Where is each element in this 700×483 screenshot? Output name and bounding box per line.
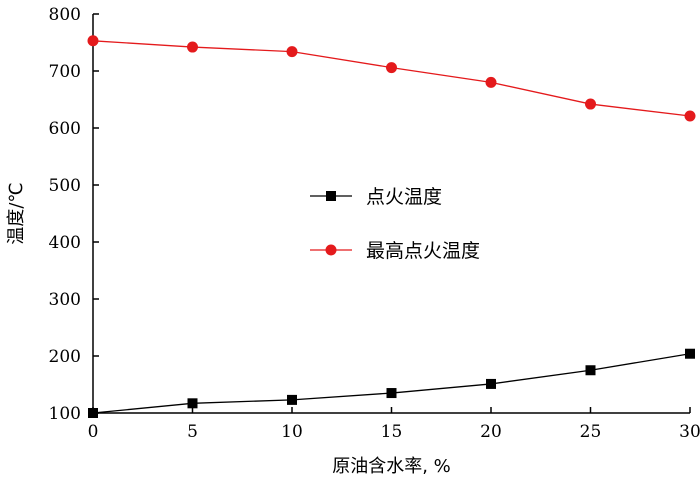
x-tick-label: 30 — [679, 422, 700, 442]
data-point — [585, 365, 596, 376]
legend-marker — [326, 191, 336, 201]
y-tick-label: 200 — [49, 347, 81, 367]
x-ticks: 0 5 10 15 20 25 30 — [88, 407, 700, 442]
data-point — [287, 394, 297, 405]
data-point — [187, 41, 198, 53]
y-tick-label: 500 — [49, 176, 81, 196]
y-ticks: 100 200 300 400 500 600 700 800 — [49, 5, 99, 424]
series-layer — [87, 35, 696, 418]
data-point — [286, 46, 298, 58]
y-tick-label: 300 — [49, 290, 81, 310]
series-line — [92, 353, 691, 414]
data-point — [87, 35, 99, 47]
series-1 — [88, 348, 695, 418]
legend-marker — [325, 244, 337, 256]
y-axis-title: 温度/℃ — [6, 182, 27, 244]
series-line — [92, 40, 691, 117]
x-tick-label: 15 — [381, 422, 403, 442]
data-point — [88, 408, 98, 418]
legend-item: 最高点火温度 — [310, 240, 480, 262]
data-point — [485, 76, 497, 88]
x-tick-label: 0 — [88, 422, 99, 442]
x-tick-label: 5 — [187, 422, 198, 442]
x-tick-label: 10 — [281, 422, 303, 442]
data-point — [187, 398, 198, 409]
y-tick-label: 400 — [49, 233, 81, 253]
data-point — [585, 98, 596, 110]
series-2 — [87, 35, 696, 122]
y-tick-label: 800 — [49, 5, 81, 25]
x-tick-label: 20 — [480, 422, 502, 442]
legend-label: 最高点火温度 — [366, 240, 480, 262]
data-point — [386, 62, 397, 74]
data-point — [486, 378, 496, 389]
legend-label: 点火温度 — [366, 186, 442, 208]
x-axis-title: 原油含水率, % — [332, 456, 451, 477]
data-point — [685, 348, 695, 359]
legend-item: 点火温度 — [310, 186, 442, 208]
y-tick-label: 700 — [49, 62, 81, 82]
y-tick-label: 600 — [49, 119, 81, 139]
data-point — [684, 110, 696, 122]
axes — [92, 14, 690, 414]
data-point — [386, 388, 397, 399]
x-tick-label: 25 — [580, 422, 602, 442]
y-tick-label: 100 — [49, 404, 81, 424]
